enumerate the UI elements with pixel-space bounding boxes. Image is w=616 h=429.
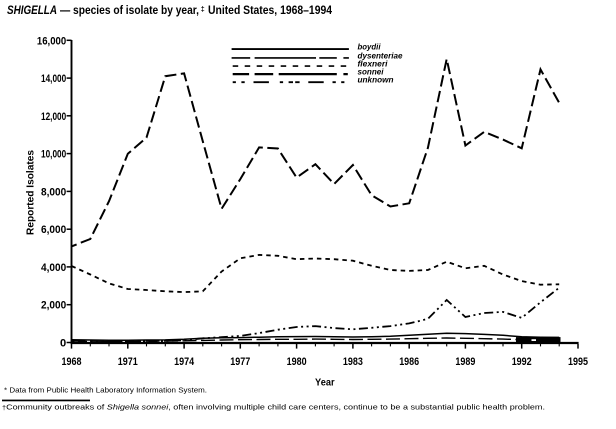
svg-text:1968: 1968 <box>62 356 82 368</box>
svg-text:6,000: 6,000 <box>41 224 66 236</box>
svg-text:1989: 1989 <box>455 356 475 368</box>
svg-text:0: 0 <box>60 338 66 350</box>
svg-text:SHIGELLA: SHIGELLA <box>7 3 57 17</box>
svg-text:dysenteriae: dysenteriae <box>358 50 403 60</box>
svg-text:— species of isolate by year,: — species of isolate by year, <box>60 3 199 17</box>
svg-text:1986: 1986 <box>399 356 419 368</box>
svg-text:Year: Year <box>315 376 335 388</box>
svg-text:14,000: 14,000 <box>41 73 66 85</box>
svg-text:1995: 1995 <box>568 356 588 368</box>
svg-text:Reported Isolates: Reported Isolates <box>25 150 37 235</box>
svg-text:4,000: 4,000 <box>41 262 66 274</box>
svg-text:1971: 1971 <box>118 356 138 368</box>
svg-text:10,000: 10,000 <box>41 149 66 161</box>
svg-text:12,000: 12,000 <box>41 111 66 123</box>
svg-text:sonnei: sonnei <box>358 67 385 77</box>
svg-text:boydii: boydii <box>358 42 382 52</box>
svg-text:United States, 1968–1994: United States, 1968–1994 <box>208 3 332 17</box>
svg-text:8,000: 8,000 <box>41 186 66 198</box>
svg-text:* Data from Public Health Lab: * Data from Public Health Laboratory Inf… <box>4 385 207 394</box>
svg-text:1983: 1983 <box>343 356 363 368</box>
svg-text:1974: 1974 <box>174 356 195 368</box>
svg-text:1992: 1992 <box>512 356 532 368</box>
svg-text:16,000: 16,000 <box>37 35 66 47</box>
svg-text:2,000: 2,000 <box>41 300 66 312</box>
svg-text:1980: 1980 <box>287 356 307 368</box>
svg-text:unknown: unknown <box>358 75 394 85</box>
svg-text:†Community outbreaks of Shigel: †Community outbreaks of Shigella sonnei,… <box>2 403 545 412</box>
svg-text:‡: ‡ <box>201 7 205 14</box>
svg-text:flexneri: flexneri <box>358 59 389 69</box>
svg-text:1977: 1977 <box>230 356 250 368</box>
